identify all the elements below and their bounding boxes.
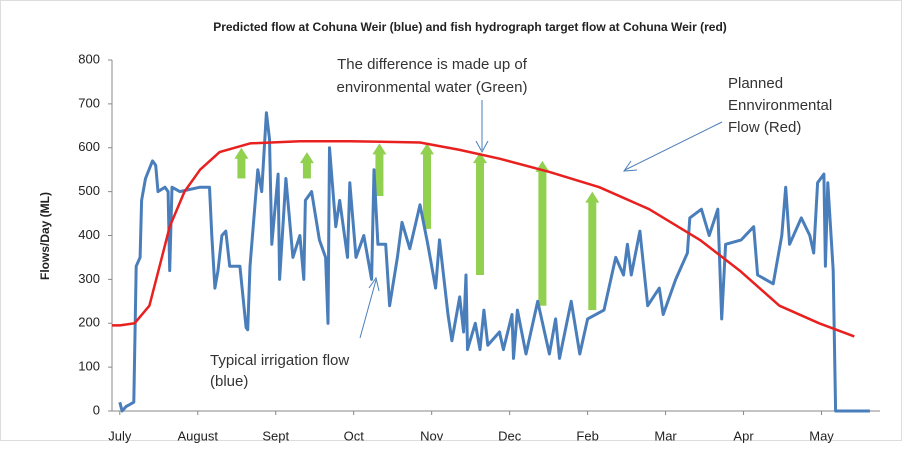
arrow-head [234,147,249,159]
callout-head [622,160,638,172]
series-line [118,111,870,413]
annotation: Planned [728,75,783,92]
y-tick-label: 0 [93,402,100,417]
callout-arrow [359,279,377,339]
callout-arrow [624,121,723,171]
x-tick-label: Feb [576,428,598,443]
arrow-shaft [302,162,311,179]
y-tick-label: 600 [78,139,100,154]
y-tick-label: 400 [78,227,100,242]
series-line [112,139,855,338]
annotation: (blue) [210,373,248,390]
arrow-head [299,152,314,164]
chart-title: Predicted flow at Cohuna Weir (blue) and… [213,20,727,34]
callout-arrows [359,100,723,339]
y-tick-label: 300 [78,271,100,286]
arrow-head [419,143,434,155]
y-tick-label: 500 [78,183,100,198]
arrow-shaft [588,201,597,311]
y-axis-label: Flows/Day (ML) [38,192,52,280]
x-tick-label: July [108,428,132,443]
annotation: Typical irrigation flow [210,352,349,369]
y-tick-label: 100 [78,359,100,374]
chart-border [0,0,902,441]
x-tick-label: May [809,428,834,443]
arrow-head [372,143,387,155]
y-tick-label: 700 [78,95,100,110]
arrow-head [585,191,600,203]
x-tick-label: Mar [654,428,677,443]
arrow-shaft [422,153,431,229]
annotation: The difference is made up of [337,56,528,73]
annotation: environmental water (Green) [337,79,528,96]
annotation: Flow (Red) [728,119,801,136]
arrow-shaft [538,170,547,306]
callout-head [368,276,380,292]
arrow-head [473,152,488,164]
arrow-shaft [237,157,246,179]
y-tick-label: 800 [78,51,100,66]
x-tick-label: Nov [420,428,444,443]
x-tick-label: August [178,428,219,443]
x-tick-label: Oct [344,428,365,443]
arrow-shaft [375,153,384,197]
x-tick-label: Apr [733,428,754,443]
callout-head [475,140,489,154]
arrow-shaft [476,162,485,275]
y-tick-label: 200 [78,315,100,330]
annotation: Ennvironmental [728,97,832,114]
x-tick-label: Sept [262,428,289,443]
x-tick-label: Dec [498,428,522,443]
